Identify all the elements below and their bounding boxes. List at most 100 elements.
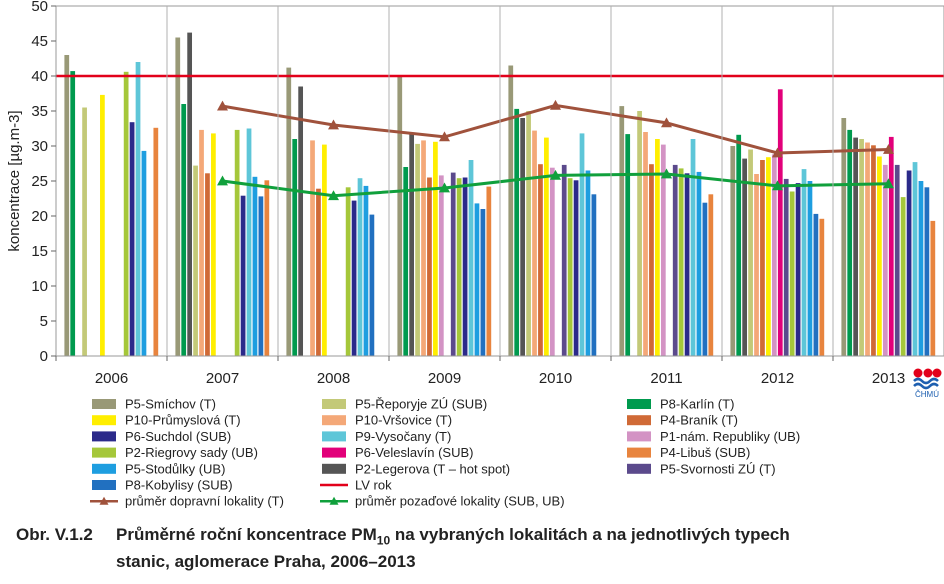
x-tick-label: 2011 <box>650 370 682 387</box>
bar <box>678 168 684 356</box>
line-marker <box>328 190 339 201</box>
y-tick-label: 15 <box>31 243 48 260</box>
legend-label: P2-Riegrovy sady (UB) <box>125 445 258 460</box>
bar <box>415 143 420 356</box>
legend-label: P5-Řeporyje ZÚ (SUB) <box>355 397 487 412</box>
bar <box>672 164 678 356</box>
figure-caption: Obr. V.1.2 Průměrné roční koncentrace PM1… <box>16 524 936 572</box>
y-tick-label: 50 <box>31 0 48 15</box>
y-tick-label: 25 <box>31 173 48 190</box>
y-tick-label: 30 <box>31 138 48 155</box>
line-marker <box>328 119 339 130</box>
bar <box>708 194 714 356</box>
bar <box>877 156 882 356</box>
legend-label: P9-Vysočany (T) <box>355 429 451 444</box>
bar <box>865 142 870 356</box>
bar <box>433 141 438 356</box>
bar <box>777 89 783 357</box>
bar <box>549 167 555 356</box>
legend-swatch <box>627 415 651 426</box>
line-marker <box>883 178 894 189</box>
bar <box>153 127 159 356</box>
bar <box>450 172 456 356</box>
legend-swatch <box>92 480 116 490</box>
bar <box>930 220 936 356</box>
bar <box>123 71 129 357</box>
legend-label: P8-Karlín (T) <box>660 397 734 412</box>
legend-swatch <box>92 415 116 426</box>
bar <box>310 140 315 356</box>
bar <box>660 144 666 356</box>
legend-label: P10-Vršovice (T) <box>355 413 452 428</box>
bar <box>853 137 859 356</box>
legend-label: P5-Smíchov (T) <box>125 397 216 412</box>
bar <box>468 160 474 356</box>
bar <box>894 164 900 356</box>
bar <box>298 86 304 356</box>
bar <box>246 128 252 356</box>
legend-swatch <box>627 431 651 442</box>
legend-label: LV rok <box>355 478 392 493</box>
bar <box>211 133 216 356</box>
legend-label: P1-nám. Republiky (UB) <box>660 429 800 444</box>
line-marker <box>661 168 672 179</box>
bar <box>456 178 462 356</box>
bar <box>748 149 753 356</box>
bar <box>100 94 105 357</box>
legend-swatch <box>627 447 651 458</box>
caption-subscript: 10 <box>376 533 391 548</box>
bar <box>508 65 514 356</box>
bar <box>427 177 432 356</box>
caption-number: Obr. V.1.2 <box>16 525 93 544</box>
bar <box>847 129 853 356</box>
bar <box>918 181 924 356</box>
legend-label: průměr dopravní lokality (T) <box>125 494 284 509</box>
line-marker <box>217 100 228 111</box>
bar <box>322 144 327 356</box>
bar <box>264 180 270 356</box>
legend-label: P10-Průmyslová (T) <box>125 413 241 428</box>
bar <box>900 197 906 356</box>
bar <box>625 134 631 356</box>
legend-label: P8-Kobylisy (SUB) <box>125 478 233 493</box>
y-tick-label: 40 <box>31 68 48 85</box>
bar <box>906 170 912 356</box>
x-tick-label: 2010 <box>539 370 572 387</box>
bar <box>742 158 748 356</box>
chart: 0 5 10 15 20 25 30 35 40 45 50 koncentrace [µg.m-3]… <box>6 0 944 509</box>
bar <box>760 160 765 356</box>
legend-label: P6-Veleslavín (SUB) <box>355 445 474 460</box>
bar <box>369 214 375 356</box>
bar <box>181 104 187 356</box>
x-tick-label: 2012 <box>761 370 794 387</box>
bar <box>579 133 585 356</box>
y-axis-title: koncentrace [µg.m-3] <box>6 110 23 251</box>
bar <box>649 164 654 356</box>
bar <box>234 129 240 356</box>
bar <box>888 136 894 356</box>
bar <box>292 139 298 356</box>
bar <box>696 171 702 356</box>
caption-text-1: Průměrné roční koncentrace PM <box>116 525 377 544</box>
bar <box>783 178 789 356</box>
bar <box>841 118 847 356</box>
bar <box>643 132 648 356</box>
bar <box>397 76 403 356</box>
bar <box>637 111 642 356</box>
legend-marker <box>329 496 339 505</box>
bar <box>345 187 351 356</box>
y-tick-label: 0 <box>40 348 48 365</box>
legend-swatch <box>92 431 116 442</box>
line-marker <box>550 169 561 180</box>
legend-swatch <box>322 415 346 426</box>
plot-area <box>56 32 944 357</box>
bar <box>573 180 579 356</box>
bar <box>561 164 567 356</box>
bar <box>567 178 573 356</box>
line-marker <box>439 131 450 142</box>
bar <box>730 146 736 356</box>
bar <box>795 183 801 356</box>
bar <box>912 162 918 356</box>
bar <box>64 55 70 356</box>
legend-marker <box>99 496 109 505</box>
